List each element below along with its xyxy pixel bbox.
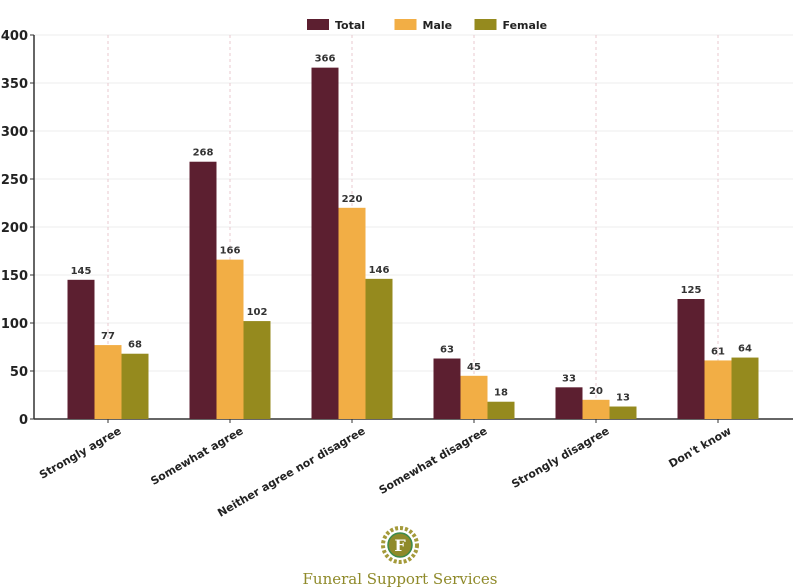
bar-female (731, 357, 759, 419)
bar-male (704, 360, 732, 419)
legend-label: Total (335, 19, 365, 32)
data-label: 68 (128, 340, 142, 351)
bar-total (189, 161, 217, 419)
bar-total (677, 299, 705, 419)
bar-chart: 0 50 100 150 200 250 300 350 400 145 77 68 Strongly … (1, 19, 793, 520)
data-label: 145 (71, 266, 92, 277)
y-tick-label: 250 (1, 173, 28, 188)
bar-female (121, 353, 149, 419)
legend-label: Male (423, 19, 453, 32)
bar-male (582, 399, 610, 419)
data-label: 166 (220, 246, 241, 257)
y-tick-label: 100 (1, 317, 28, 332)
data-label: 102 (247, 307, 268, 318)
data-label: 63 (440, 345, 454, 356)
legend-swatch (394, 19, 417, 30)
data-label: 20 (589, 386, 603, 397)
bar-male (460, 375, 488, 419)
bar-female (365, 278, 393, 419)
data-label: 45 (467, 362, 481, 373)
bar-total (311, 67, 339, 419)
y-tick-label: 150 (1, 269, 28, 284)
laurel-logo-icon: F (381, 526, 419, 564)
logo: F Funeral Support Services (0, 526, 800, 588)
y-tick-label: 300 (1, 125, 28, 140)
x-tick-label: Don't know (667, 424, 734, 470)
y-tick-label: 50 (10, 365, 28, 380)
brand-name: Funeral Support Services (302, 570, 498, 588)
data-label: 61 (711, 346, 725, 357)
y-tick-label: 0 (19, 413, 28, 428)
bar-total (67, 279, 95, 419)
legend-swatch (474, 19, 497, 30)
x-tick-label: Somewhat agree (148, 424, 245, 488)
data-label: 366 (315, 54, 336, 65)
data-label: 13 (616, 393, 630, 404)
x-tick-label: Somewhat disagree (377, 424, 490, 497)
data-label: 18 (494, 388, 508, 399)
svg-text:F: F (394, 536, 406, 555)
y-tick-label: 400 (1, 29, 28, 44)
y-tick-label: 200 (1, 221, 28, 236)
bar-female (487, 401, 515, 419)
x-tick-label: Strongly agree (37, 424, 123, 481)
data-label: 125 (681, 285, 702, 296)
data-label: 64 (738, 344, 752, 355)
data-label: 77 (101, 331, 115, 342)
legend-swatch (307, 19, 329, 30)
bar-total (433, 358, 461, 419)
data-label: 146 (369, 265, 390, 276)
y-tick-label: 350 (1, 77, 28, 92)
bar-female (609, 406, 637, 419)
legend-label: Female (503, 19, 548, 32)
data-label: 220 (342, 194, 363, 205)
data-label: 268 (193, 148, 214, 159)
data-label: 33 (562, 373, 576, 384)
bar-male (338, 207, 366, 419)
bar-total (555, 387, 583, 419)
bar-female (243, 321, 271, 419)
bar-male (94, 345, 122, 419)
bar-male (216, 259, 244, 419)
x-tick-label: Strongly disagree (509, 424, 611, 491)
